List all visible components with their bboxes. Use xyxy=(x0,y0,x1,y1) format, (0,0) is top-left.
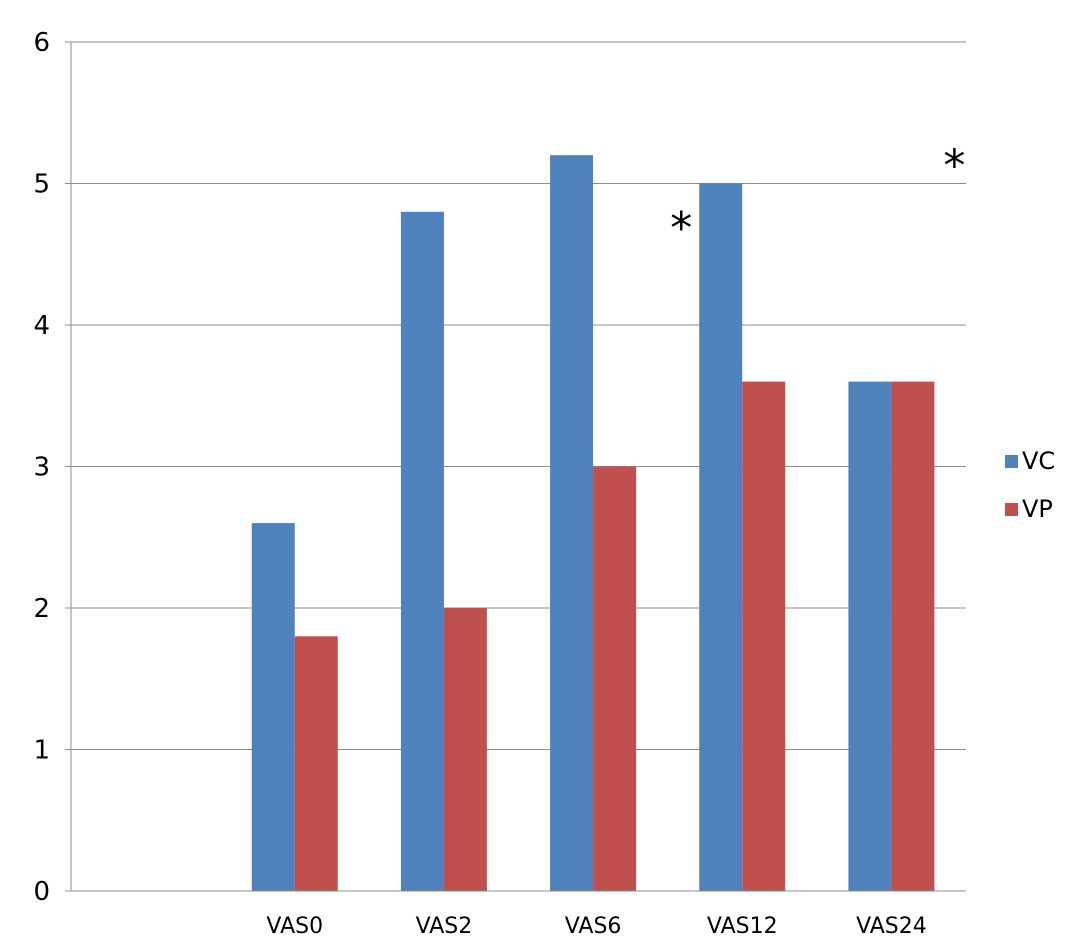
bar-vc-vas2 xyxy=(400,211,444,892)
x-tick-label: VAS24 xyxy=(856,914,927,939)
legend-swatch-vc xyxy=(1005,455,1018,468)
bar-vc-vas0 xyxy=(251,523,295,891)
bars xyxy=(251,155,935,892)
x-tick-label: VAS2 xyxy=(416,914,473,939)
significance-asterisk: * xyxy=(943,141,965,192)
bar-vc-vas12 xyxy=(699,183,743,891)
x-tick-labels: VAS0 VAS2 VAS6 VAS12 VAS24 xyxy=(266,914,926,939)
y-tick-label: 6 xyxy=(33,28,50,58)
bar-vp-vas6 xyxy=(593,466,637,891)
legend-swatch-vp xyxy=(1005,503,1018,516)
bar-vc-vas6 xyxy=(550,155,594,891)
legend-label-vc: VC xyxy=(1022,447,1055,475)
y-tick-label: 3 xyxy=(33,453,50,483)
y-tick-labels: 0 1 2 3 4 5 6 xyxy=(33,28,50,907)
y-tick-label: 2 xyxy=(33,594,50,624)
bar-vp-vas12 xyxy=(742,381,786,891)
legend-label-vp: VP xyxy=(1022,495,1053,523)
bar-vc-vas24 xyxy=(848,381,892,891)
legend: VC VP xyxy=(1005,447,1055,523)
significance-asterisk: * xyxy=(670,203,692,254)
x-tick-label: VAS0 xyxy=(266,914,323,939)
x-tick-label: VAS6 xyxy=(565,914,622,939)
bar-vp-vas0 xyxy=(294,636,338,891)
x-tick-label: VAS12 xyxy=(707,914,778,939)
y-tick-label: 0 xyxy=(33,877,50,907)
y-tick-label: 5 xyxy=(33,170,50,200)
axes xyxy=(70,42,966,892)
y-tick-label: 4 xyxy=(33,311,50,341)
gridlines xyxy=(65,41,966,892)
y-tick-label: 1 xyxy=(33,736,50,766)
annotations: ** xyxy=(670,141,965,254)
bar-vp-vas2 xyxy=(443,608,487,891)
bar-vp-vas24 xyxy=(891,381,935,891)
